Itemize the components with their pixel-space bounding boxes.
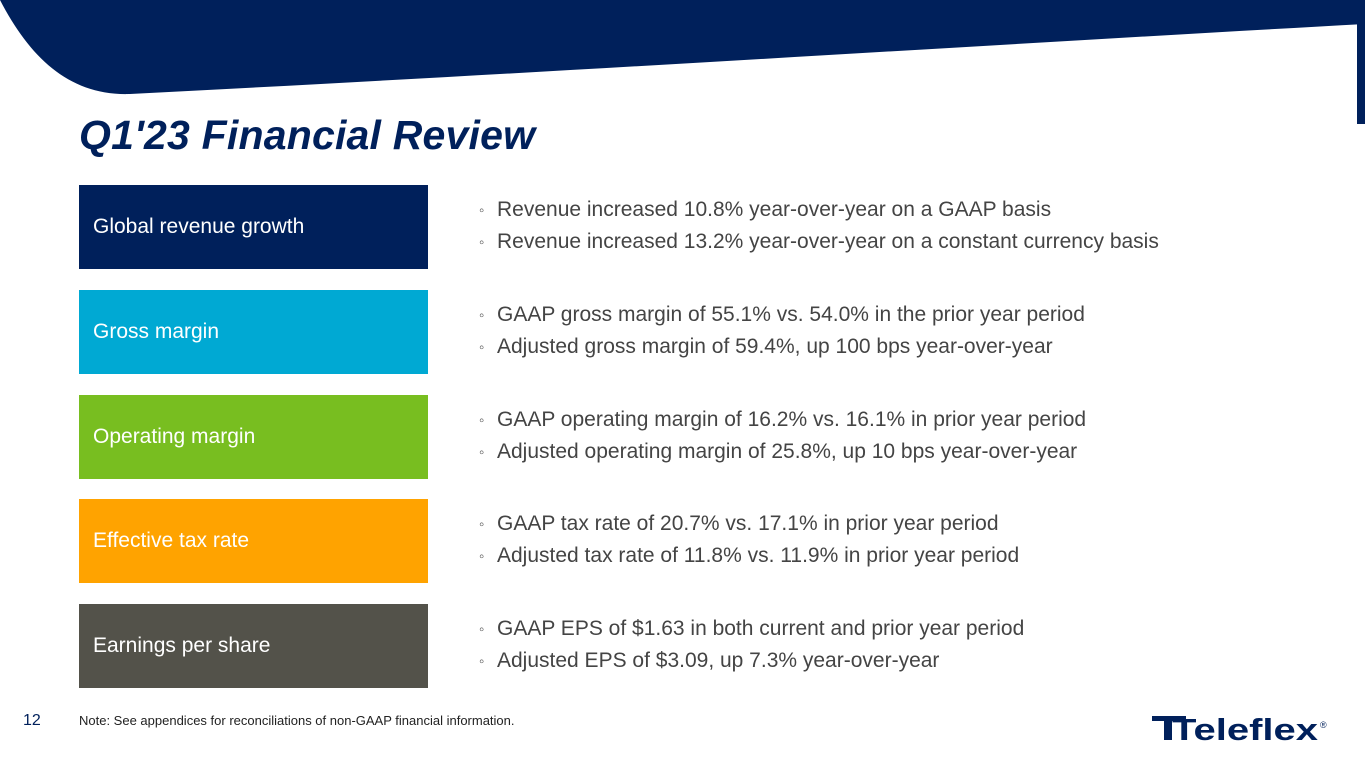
metric-bullets: ◦ GAAP gross margin of 55.1% vs. 54.0% in… xyxy=(479,299,1085,363)
metric-label-box: Gross margin xyxy=(79,290,428,374)
bullet-item: ◦ Adjusted tax rate of 11.8% vs. 11.9% in… xyxy=(479,540,1019,572)
metric-label: Effective tax rate xyxy=(93,529,250,552)
metric-label: Operating margin xyxy=(93,425,256,448)
page-number: 12 xyxy=(23,712,41,729)
bullet-text: GAAP operating margin of 16.2% vs. 16.1%… xyxy=(497,408,1087,431)
metric-label-box: Earnings per share xyxy=(79,604,428,688)
banner-swoosh xyxy=(0,0,1365,95)
bullet-item: ◦ Revenue increased 13.2% year-over-year … xyxy=(479,226,1159,258)
bullet-item: ◦ Adjusted EPS of $3.09, up 7.3% year-ove… xyxy=(479,645,1024,677)
metric-row-gross-margin: Gross margin ◦ GAAP gross margin of 55.1%… xyxy=(79,290,1339,374)
bullet-marker: ◦ xyxy=(479,443,485,461)
metric-label: Earnings per share xyxy=(93,634,271,657)
logo-wordmark: Teleflex xyxy=(1172,712,1319,746)
bullet-item: ◦ Revenue increased 10.8% year-over-year … xyxy=(479,194,1159,226)
bullet-marker: ◦ xyxy=(479,547,485,565)
bullet-marker: ◦ xyxy=(479,233,485,251)
header-banner xyxy=(0,0,1365,124)
bullet-text: Revenue increased 10.8% year-over-year o… xyxy=(497,198,1052,221)
bullet-text: GAAP EPS of $1.63 in both current and pr… xyxy=(497,617,1025,640)
banner-edge-accent xyxy=(1357,0,1365,124)
bullet-marker: ◦ xyxy=(479,620,485,638)
bullet-text: Adjusted operating margin of 25.8%, up 1… xyxy=(497,440,1078,463)
metric-label: Gross margin xyxy=(93,320,220,343)
bullet-text: GAAP tax rate of 20.7% vs. 17.1% in prio… xyxy=(497,512,999,535)
bullet-text: Adjusted EPS of $3.09, up 7.3% year-over… xyxy=(497,649,940,672)
bullet-marker: ◦ xyxy=(479,652,485,670)
metric-label: Global revenue growth xyxy=(93,215,305,238)
teleflex-logo: Teleflex ® xyxy=(1152,712,1327,746)
bullet-text: GAAP gross margin of 55.1% vs. 54.0% in … xyxy=(497,303,1085,326)
bullet-text: Adjusted tax rate of 11.8% vs. 11.9% in … xyxy=(497,544,1020,567)
metric-row-earnings-per-share: Earnings per share ◦ GAAP EPS of $1.63 in… xyxy=(79,604,1339,688)
logo-t-stem xyxy=(1164,716,1172,740)
bullet-item: ◦ Adjusted operating margin of 25.8%, up … xyxy=(479,436,1086,468)
metric-label-box: Effective tax rate xyxy=(79,499,428,583)
bullet-item: ◦ GAAP gross margin of 55.1% vs. 54.0% in… xyxy=(479,299,1085,331)
bullet-item: ◦ GAAP operating margin of 16.2% vs. 16.1… xyxy=(479,404,1086,436)
bullet-marker: ◦ xyxy=(479,201,485,219)
metric-bullets: ◦ GAAP operating margin of 16.2% vs. 16.1… xyxy=(479,404,1086,468)
metric-label-box: Operating margin xyxy=(79,395,428,479)
bullet-text: Adjusted gross margin of 59.4%, up 100 b… xyxy=(497,335,1053,358)
footnote: Note: See appendices for reconciliations… xyxy=(79,713,515,728)
logo-registered-mark: ® xyxy=(1320,720,1327,730)
bullet-item: ◦ GAAP tax rate of 20.7% vs. 17.1% in pri… xyxy=(479,508,1019,540)
metric-bullets: ◦ GAAP EPS of $1.63 in both current and p… xyxy=(479,613,1024,677)
page-title: Q1'23 Financial Review xyxy=(79,112,536,158)
metric-bullets: ◦ GAAP tax rate of 20.7% vs. 17.1% in pri… xyxy=(479,508,1019,572)
metric-row-effective-tax-rate: Effective tax rate ◦ GAAP tax rate of 20.… xyxy=(79,499,1339,583)
bullet-marker: ◦ xyxy=(479,338,485,356)
bullet-item: ◦ Adjusted gross margin of 59.4%, up 100 … xyxy=(479,331,1085,363)
bullet-item: ◦ GAAP EPS of $1.63 in both current and p… xyxy=(479,613,1024,645)
bullet-marker: ◦ xyxy=(479,411,485,429)
metric-row-operating-margin: Operating margin ◦ GAAP operating margin … xyxy=(79,395,1339,479)
bullet-text: Revenue increased 13.2% year-over-year o… xyxy=(497,230,1159,253)
bullet-marker: ◦ xyxy=(479,515,485,533)
bullet-marker: ◦ xyxy=(479,306,485,324)
metric-row-global-revenue: Global revenue growth ◦ Revenue increased… xyxy=(79,185,1339,269)
metric-label-box: Global revenue growth xyxy=(79,185,428,269)
metric-bullets: ◦ Revenue increased 10.8% year-over-year … xyxy=(479,194,1159,258)
